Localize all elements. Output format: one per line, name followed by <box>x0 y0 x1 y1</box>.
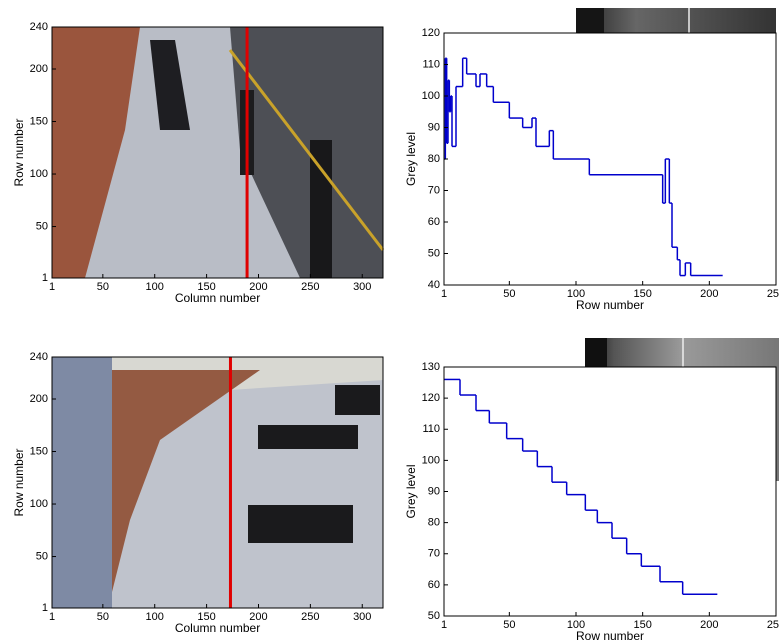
y-tick-label: 240 <box>30 351 48 363</box>
y-tick-label: 150 <box>30 115 48 127</box>
photo <box>52 27 383 278</box>
x-tick-label: 200 <box>700 288 718 300</box>
y-tick-label: 80 <box>428 153 440 165</box>
x-tick-label: 250 <box>301 281 319 293</box>
x-tick-label: 250 <box>301 611 319 623</box>
photo <box>52 357 383 608</box>
y-tick-label: 100 <box>30 168 48 180</box>
y-tick-label: 40 <box>428 279 440 291</box>
x-tick-label: 50 <box>503 619 515 631</box>
y-tick-label: 90 <box>428 121 440 133</box>
y-tick-label: 200 <box>30 63 48 75</box>
x-tick-label: 100 <box>146 281 164 293</box>
y-tick-label: 1 <box>42 602 48 614</box>
y-tick-label: 80 <box>428 517 440 529</box>
x-tick-label: 300 <box>353 611 371 623</box>
page: {"chart_data": [ {"type": "image", "xlab… <box>0 0 779 643</box>
y-tick-label: 110 <box>422 423 440 435</box>
x-tick-label: 1 <box>441 288 447 300</box>
y-tick-label: 100 <box>422 454 440 466</box>
x-axis-label: Column number <box>175 291 260 305</box>
y-tick-label: 120 <box>422 392 440 404</box>
x-tick-label: 1 <box>49 281 55 293</box>
x-axis-label: Row number <box>576 629 644 643</box>
x-axis-label: Row number <box>576 298 644 312</box>
y-tick-label: 50 <box>428 247 440 259</box>
x-tick-label: 250 <box>767 288 779 300</box>
y-tick-label: 90 <box>428 485 440 497</box>
y-tick-label: 100 <box>422 90 440 102</box>
y-axis-label: Row number <box>12 118 26 186</box>
x-tick-label: 300 <box>353 281 371 293</box>
x-tick-label: 250 <box>767 619 779 631</box>
y-tick-label: 60 <box>428 216 440 228</box>
figure: 150100150200250300150100150200240Column … <box>0 0 779 643</box>
y-tick-label: 100 <box>30 498 48 510</box>
x-tick-label: 1 <box>441 619 447 631</box>
x-tick-label: 50 <box>97 281 109 293</box>
x-axis-label: Column number <box>175 621 260 635</box>
y-tick-label: 120 <box>422 27 440 39</box>
y-tick-label: 1 <box>42 272 48 284</box>
x-tick-label: 100 <box>146 611 164 623</box>
x-tick-label: 50 <box>503 288 515 300</box>
y-tick-label: 50 <box>428 610 440 622</box>
x-tick-label: 50 <box>97 611 109 623</box>
x-tick-label: 1 <box>49 611 55 623</box>
y-tick-label: 240 <box>30 21 48 33</box>
y-tick-label: 50 <box>36 550 48 562</box>
plot-area <box>444 33 776 285</box>
y-tick-label: 200 <box>30 393 48 405</box>
y-axis-label: Row number <box>12 448 26 516</box>
y-tick-label: 110 <box>422 58 440 70</box>
y-axis-label: Grey level <box>404 464 418 518</box>
y-tick-label: 70 <box>428 548 440 560</box>
y-tick-label: 70 <box>428 184 440 196</box>
y-tick-label: 130 <box>422 361 440 373</box>
y-tick-label: 60 <box>428 579 440 591</box>
y-tick-label: 150 <box>30 445 48 457</box>
y-tick-label: 50 <box>36 220 48 232</box>
x-tick-label: 200 <box>700 619 718 631</box>
plot-area <box>444 367 776 616</box>
y-axis-label: Grey level <box>404 132 418 186</box>
